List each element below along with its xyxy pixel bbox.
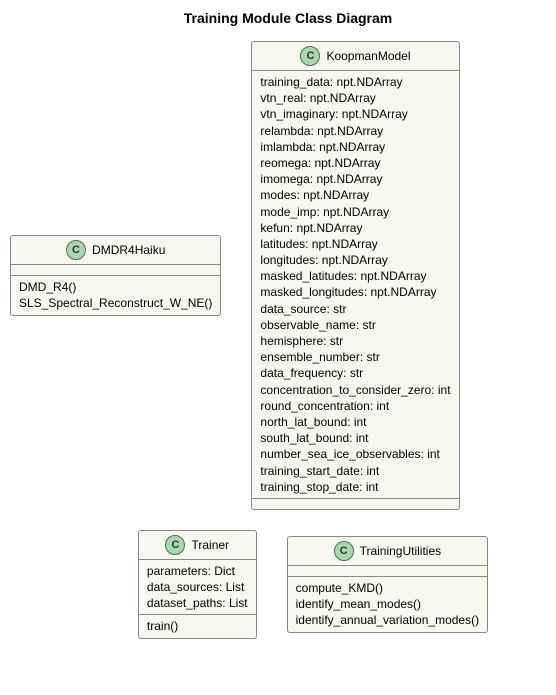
attr-line: masked_latitudes: npt.NDArray xyxy=(260,268,450,284)
method-line: train() xyxy=(147,618,248,634)
attr-line: training_start_date: int xyxy=(260,463,450,479)
method-line: compute_KMD() xyxy=(296,580,479,596)
method-line: identify_mean_modes() xyxy=(296,596,479,612)
class-methods-empty xyxy=(252,499,458,509)
attr-line: imlambda: npt.NDArray xyxy=(260,139,450,155)
class-header: C Trainer xyxy=(139,531,256,560)
class-attributes: training_data: npt.NDArray vtn_real: npt… xyxy=(252,71,458,499)
attr-line: hemisphere: str xyxy=(260,333,450,349)
attr-line: mode_imp: npt.NDArray xyxy=(260,204,450,220)
class-trainer: C Trainer parameters: Dict data_sources:… xyxy=(138,530,257,639)
diagram-row-2: C Trainer parameters: Dict data_sources:… xyxy=(60,530,556,639)
class-attributes-empty xyxy=(288,566,487,577)
attr-line: modes: npt.NDArray xyxy=(260,187,450,203)
attr-line: relambda: npt.NDArray xyxy=(260,123,450,139)
attr-line: imomega: npt.NDArray xyxy=(260,171,450,187)
class-methods: compute_KMD() identify_mean_modes() iden… xyxy=(288,577,487,632)
method-line: identify_annual_variation_modes() xyxy=(296,612,479,628)
class-attributes-empty xyxy=(11,265,220,276)
attr-line: data_frequency: str xyxy=(260,365,450,381)
class-methods: DMD_R4() SLS_Spectral_Reconstruct_W_NE() xyxy=(11,276,220,314)
attr-line: data_source: str xyxy=(260,301,450,317)
attr-line: masked_longitudes: npt.NDArray xyxy=(260,284,450,300)
method-line: DMD_R4() xyxy=(19,279,212,295)
class-name-label: Trainer xyxy=(191,538,229,552)
class-icon: C xyxy=(66,240,86,260)
class-name-label: KoopmanModel xyxy=(326,49,410,63)
method-line: SLS_Spectral_Reconstruct_W_NE() xyxy=(19,295,212,311)
attr-line: parameters: Dict xyxy=(147,563,248,579)
attr-line: vtn_real: npt.NDArray xyxy=(260,90,450,106)
attr-line: reomega: npt.NDArray xyxy=(260,155,450,171)
class-methods: train() xyxy=(139,615,256,637)
attr-line: training_data: npt.NDArray xyxy=(260,74,450,90)
attr-line: observable_name: str xyxy=(260,317,450,333)
class-name-label: DMDR4Haiku xyxy=(92,243,165,257)
attr-line: north_lat_bound: int xyxy=(260,414,450,430)
class-icon: C xyxy=(334,541,354,561)
class-icon: C xyxy=(300,46,320,66)
attr-line: ensemble_number: str xyxy=(260,349,450,365)
class-attributes: parameters: Dict data_sources: List data… xyxy=(139,560,256,616)
class-name-label: TrainingUtilities xyxy=(360,544,442,558)
attr-line: concentration_to_consider_zero: int xyxy=(260,382,450,398)
class-dmdr4haiku: C DMDR4Haiku DMD_R4() SLS_Spectral_Recon… xyxy=(10,235,221,315)
attr-line: latitudes: npt.NDArray xyxy=(260,236,450,252)
attr-line: dataset_paths: List xyxy=(147,595,248,611)
class-header: C KoopmanModel xyxy=(252,42,458,71)
class-koopman: C KoopmanModel training_data: npt.NDArra… xyxy=(251,41,459,510)
class-icon: C xyxy=(165,535,185,555)
attr-line: vtn_imaginary: npt.NDArray xyxy=(260,106,450,122)
diagram-row-1: C DMDR4Haiku DMD_R4() SLS_Spectral_Recon… xyxy=(10,41,556,510)
attr-line: data_sources: List xyxy=(147,579,248,595)
attr-line: training_stop_date: int xyxy=(260,479,450,495)
attr-line: longitudes: npt.NDArray xyxy=(260,252,450,268)
attr-line: round_concentration: int xyxy=(260,398,450,414)
class-header: C TrainingUtilities xyxy=(288,537,487,566)
diagram-title: Training Module Class Diagram xyxy=(10,10,556,26)
attr-line: number_sea_ice_observables: int xyxy=(260,446,450,462)
class-header: C DMDR4Haiku xyxy=(11,236,220,265)
attr-line: south_lat_bound: int xyxy=(260,430,450,446)
attr-line: kefun: npt.NDArray xyxy=(260,220,450,236)
class-training-utilities: C TrainingUtilities compute_KMD() identi… xyxy=(287,536,488,633)
